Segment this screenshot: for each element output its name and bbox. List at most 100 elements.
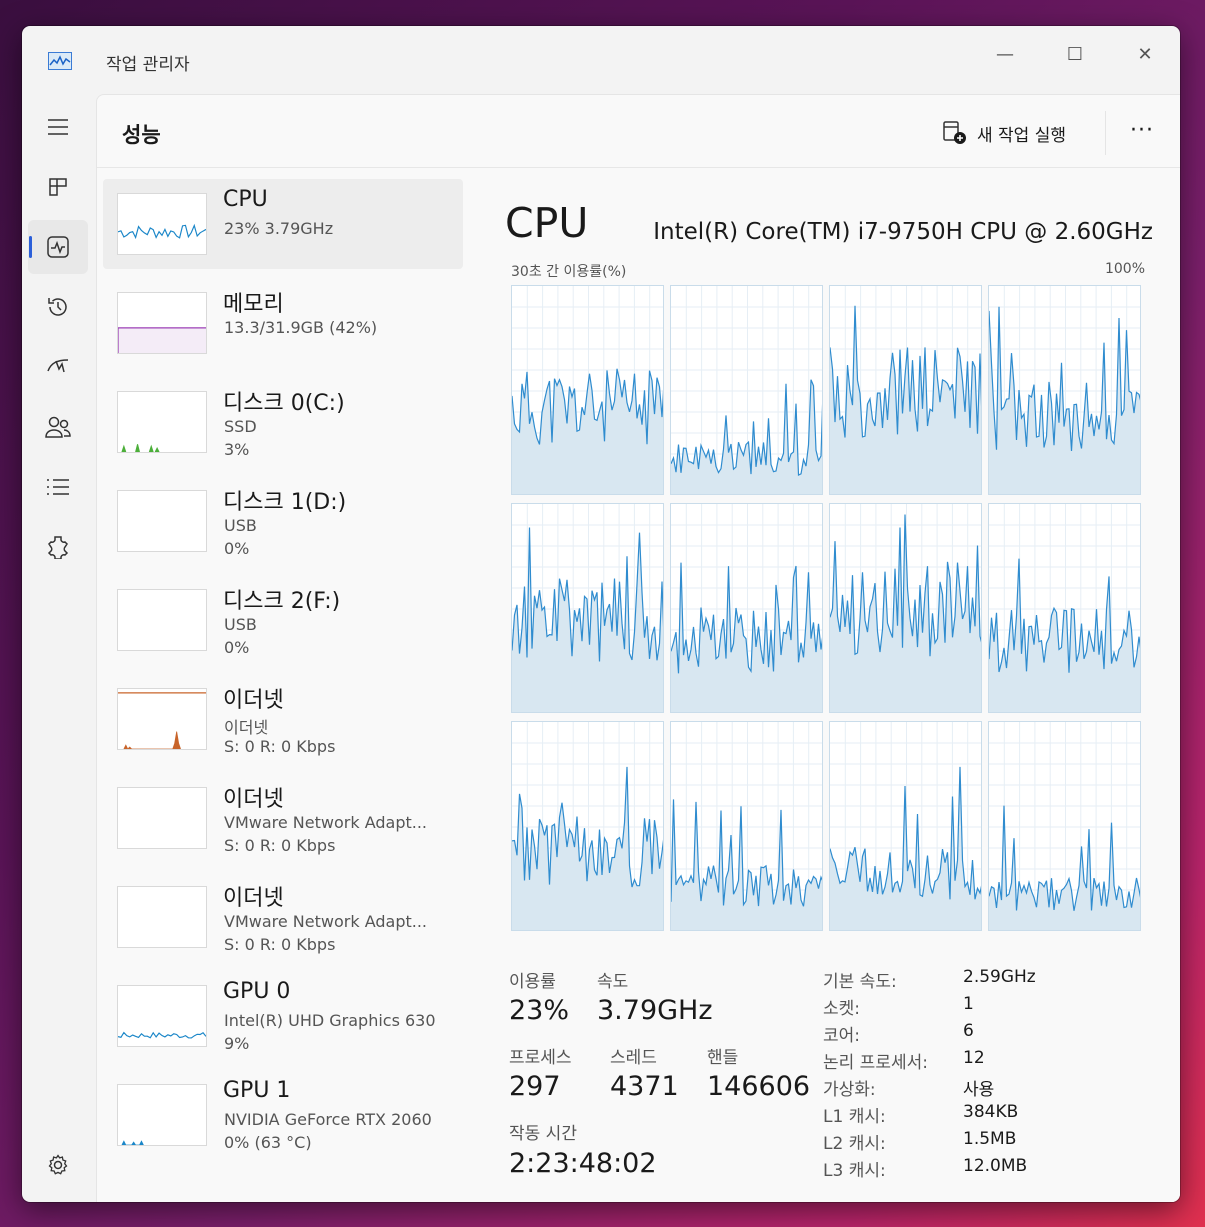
device-item[interactable]: 이더넷 VMware Network Adapt... S: 0 R: 0 Kbps (103, 773, 463, 872)
logical-processor-graph (670, 503, 823, 713)
logical-processor-graph (511, 721, 664, 931)
spec-label: 기본 속도: (823, 972, 897, 992)
device-thumbnail-graph (117, 688, 207, 750)
spec-value: 사용 (963, 1080, 995, 1100)
device-item[interactable]: 이더넷 VMware Network Adapt... S: 0 R: 0 Kbps (103, 872, 463, 971)
core-usage-plot (830, 504, 981, 712)
device-item[interactable]: 디스크 2(F:) USB 0% (103, 575, 463, 674)
device-name: 디스크 1(D:) (223, 490, 347, 515)
startup-apps-icon (47, 359, 69, 373)
nav-settings[interactable] (28, 1138, 88, 1192)
logical-processor-graph (511, 285, 664, 495)
logical-processor-graph (829, 503, 982, 713)
device-item[interactable]: 디스크 0(C:) SSD 3% (103, 377, 463, 476)
device-detail-line2: 9% (224, 1034, 250, 1053)
spec-label: 가상화: (823, 1080, 876, 1100)
device-detail-line2: S: 0 R: 0 Kbps (224, 836, 336, 855)
device-thumbnail-graph (117, 1084, 207, 1146)
speed-label: 속도 (597, 972, 629, 992)
device-thumbnail-graph (117, 985, 207, 1047)
nav-users[interactable] (28, 400, 88, 454)
device-item[interactable]: GPU 0 Intel(R) UHD Graphics 630 9% (103, 971, 463, 1070)
header-separator (1105, 111, 1106, 155)
minimize-button[interactable]: — (970, 34, 1040, 74)
core-usage-plot (830, 286, 981, 494)
uptime-value: 2:23:48:02 (509, 1148, 657, 1179)
spec-label: L3 캐시: (823, 1161, 886, 1181)
page-title: 성능 (122, 123, 161, 147)
core-usage-plot (512, 722, 663, 930)
device-item[interactable]: GPU 1 NVIDIA GeForce RTX 2060 0% (63 °C) (103, 1070, 463, 1169)
device-thumbnail-graph (117, 589, 207, 651)
users-icon (45, 416, 71, 438)
maximize-button[interactable]: ☐ (1040, 34, 1110, 74)
device-detail-line1: Intel(R) UHD Graphics 630 (224, 1011, 436, 1030)
nav-performance[interactable] (28, 220, 88, 274)
spec-value: 12.0MB (963, 1156, 1028, 1176)
thumbnail-sparkline (118, 887, 206, 947)
core-usage-plot (989, 722, 1140, 930)
menu-button[interactable] (28, 100, 88, 154)
logical-processor-graph (670, 285, 823, 495)
thumbnail-sparkline (121, 1140, 144, 1145)
run-new-task-label: 새 작업 실행 (977, 125, 1067, 146)
core-usage-plot (512, 504, 663, 712)
device-detail-line1: 이더넷 (224, 718, 269, 737)
device-thumbnail-graph (117, 886, 207, 948)
device-detail-line1: SSD (224, 417, 257, 436)
app-history-icon (48, 298, 67, 316)
processes-label: 프로세스 (509, 1048, 572, 1068)
device-thumbnail-graph (117, 787, 207, 849)
processes-icon (49, 178, 67, 196)
utilization-graph-label: 30초 간 이용률(%) (511, 264, 627, 280)
device-detail-line1: 23% 3.79GHz (224, 219, 334, 238)
device-item[interactable]: 메모리 13.3/31.9GB (42%) (103, 278, 463, 377)
core-usage-plot (512, 286, 663, 494)
processes-value: 297 (509, 1071, 561, 1102)
device-detail-line1: VMware Network Adapt... (224, 912, 427, 931)
device-item[interactable]: CPU 23% 3.79GHz (103, 179, 463, 269)
thumbnail-sparkline (118, 692, 206, 749)
device-thumbnail-graph (117, 292, 207, 354)
close-button[interactable]: ✕ (1110, 34, 1180, 74)
more-options-button[interactable]: ··· (1127, 113, 1157, 147)
core-usage-plot (989, 504, 1140, 712)
device-item[interactable]: 디스크 1(D:) USB 0% (103, 476, 463, 575)
nav-processes[interactable] (28, 160, 88, 214)
threads-label: 스레드 (610, 1048, 657, 1068)
thumbnail-sparkline (118, 223, 206, 240)
thumbnail-sparkline (118, 327, 206, 353)
nav-details[interactable] (28, 460, 88, 514)
page-header: 성능 새 작업 실행 ··· (97, 95, 1180, 168)
utilization-label: 이용률 (509, 972, 556, 992)
speed-value: 3.79GHz (597, 995, 713, 1026)
nav-app-history[interactable] (28, 280, 88, 334)
run-new-task-button[interactable]: 새 작업 실행 (943, 117, 1066, 149)
device-detail-line2: 0% (224, 638, 250, 657)
more-icon: ··· (1130, 117, 1154, 143)
core-usage-plot (830, 722, 981, 930)
core-usage-plot (671, 722, 822, 930)
services-icon (47, 536, 69, 559)
logical-processor-graph (988, 503, 1141, 713)
device-item[interactable]: 이더넷 이더넷 S: 0 R: 0 Kbps (103, 674, 463, 773)
maximize-icon: ☐ (1066, 43, 1084, 65)
nav-services[interactable] (28, 520, 88, 574)
logical-processor-graph (670, 721, 823, 931)
device-name: GPU 1 (223, 1078, 291, 1103)
main-panel: 성능 새 작업 실행 ··· CPU 23% 3.79GHz 메모리 13.3/31.… (96, 94, 1180, 1202)
minimize-icon: — (996, 43, 1014, 65)
logical-processor-graph (988, 285, 1141, 495)
spec-value: 12 (963, 1048, 985, 1068)
threads-value: 4371 (610, 1071, 679, 1102)
spec-label: 소켓: (823, 999, 861, 1019)
detail-title: CPU (505, 199, 589, 247)
close-icon: ✕ (1137, 43, 1153, 65)
device-thumbnail-graph (117, 193, 207, 255)
device-detail-line1: 13.3/31.9GB (42%) (224, 318, 378, 337)
device-detail-line2: 0% (63 °C) (224, 1133, 312, 1152)
spec-value: 2.59GHz (963, 967, 1036, 987)
nav-startup-apps[interactable] (28, 340, 88, 394)
device-thumbnail-graph (117, 490, 207, 552)
device-detail-line1: VMware Network Adapt... (224, 813, 427, 832)
